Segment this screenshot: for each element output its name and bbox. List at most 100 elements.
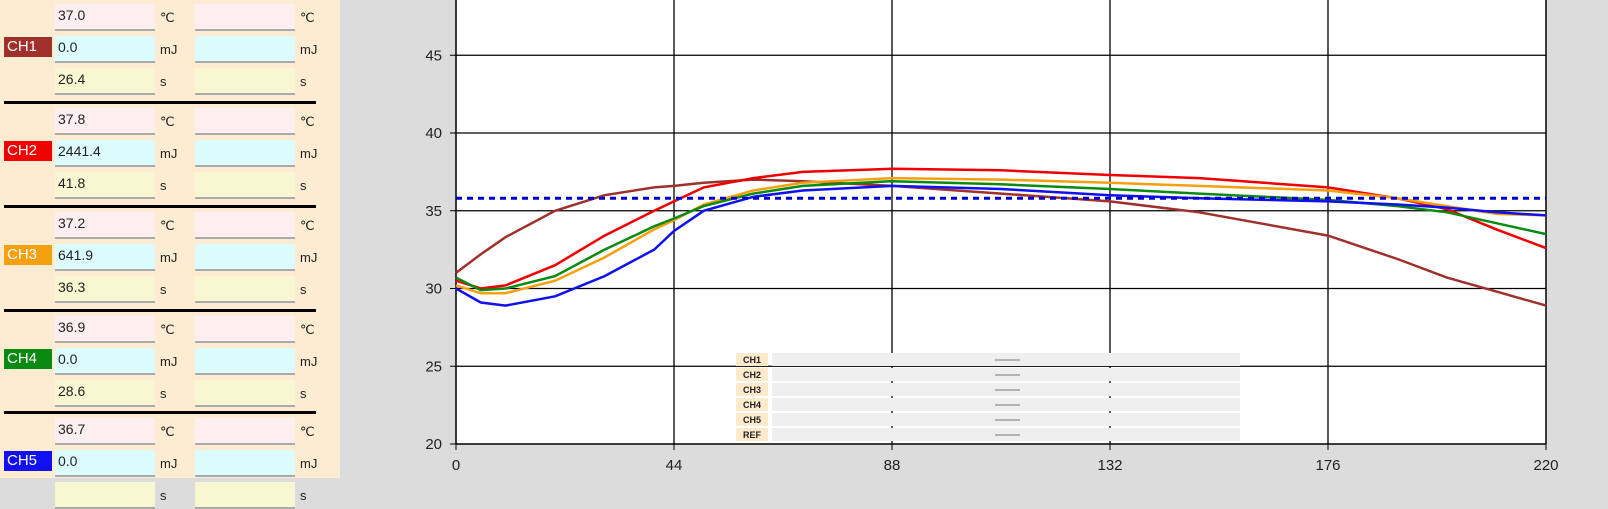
channel-1-energy-field[interactable]: 0.0 [55, 36, 155, 63]
channel-2-temp-field[interactable]: 37.8 [55, 108, 155, 135]
temperature-chart: 20 25 30 35 40 45 0 44 88 132 176 220 CH1 CH2 CH3 CH4 CH… [340, 0, 1608, 478]
channel-4-time-field[interactable]: 28.6 [55, 380, 155, 407]
channel-4-time-field-2[interactable] [195, 380, 295, 407]
unit-time-2: s [300, 282, 307, 297]
x-tick-label: 220 [1533, 457, 1558, 474]
channel-4-temp-field-2[interactable] [195, 316, 295, 343]
legend-label: CH4 [743, 400, 761, 410]
channel-1-time-field-2[interactable] [195, 68, 295, 95]
unit-temp-2: ℃ [300, 10, 315, 25]
channel-2-time-field[interactable]: 41.8 [55, 172, 155, 199]
unit-energy: mJ [160, 146, 178, 161]
unit-temp: ℃ [160, 322, 175, 337]
channel-1-temp-field-2[interactable] [195, 4, 295, 31]
channel-3-energy-field[interactable]: 641.9 [55, 244, 155, 271]
channel-5-energy-field[interactable]: 0.0 [55, 450, 155, 477]
unit-time: s [160, 178, 167, 193]
legend-label-bg [736, 398, 768, 411]
channel-label-ch5: CH5 [4, 451, 52, 471]
unit-energy-2: mJ [300, 146, 318, 161]
channel-divider [4, 411, 316, 414]
unit-energy-2: mJ [300, 354, 318, 369]
legend-label: CH3 [743, 385, 761, 395]
unit-temp-2: ℃ [300, 218, 315, 233]
series-ch4 [455, 179, 1547, 292]
x-tick-label: 88 [884, 457, 901, 474]
unit-time-2: s [300, 74, 307, 89]
series-ch1 [455, 178, 1547, 307]
channel-2-temp-field-2[interactable] [195, 108, 295, 135]
legend-label: CH1 [743, 355, 761, 365]
unit-energy: mJ [160, 354, 178, 369]
unit-time-2: s [300, 386, 307, 401]
unit-time: s [160, 386, 167, 401]
unit-temp-2: ℃ [300, 322, 315, 337]
x-tick-label: 44 [666, 457, 683, 474]
channel-3-temp-field[interactable]: 37.2 [55, 212, 155, 239]
legend-label: REF [743, 430, 762, 440]
unit-time: s [160, 488, 167, 503]
channel-panel: CH1 37.0 ℃ ℃ 0.0 mJ mJ 26.4 s s CH2 37.8 ℃ ℃ 2441.4 mJ m… [0, 0, 340, 509]
unit-energy-2: mJ [300, 42, 318, 57]
channel-5-energy-field-2[interactable] [195, 450, 295, 477]
channel-5-temp-field[interactable]: 36.7 [55, 418, 155, 445]
channel-divider [4, 309, 316, 312]
channel-5-time-field-2[interactable] [195, 482, 295, 509]
unit-energy: mJ [160, 42, 178, 57]
channel-1-time-field[interactable]: 26.4 [55, 68, 155, 95]
channel-2-time-field-2[interactable] [195, 172, 295, 199]
legend-label-bg [736, 353, 768, 366]
channel-4-energy-field-2[interactable] [195, 348, 295, 375]
unit-temp: ℃ [160, 10, 175, 25]
y-tick-label: 45 [425, 47, 442, 64]
channel-2-energy-field[interactable]: 2441.4 [55, 140, 155, 167]
unit-temp: ℃ [160, 424, 175, 439]
channel-1-temp-field[interactable]: 37.0 [55, 4, 155, 31]
unit-time: s [160, 282, 167, 297]
legend-label: CH2 [743, 370, 761, 380]
channel-5-temp-field-2[interactable] [195, 418, 295, 445]
channel-label-ch4: CH4 [4, 349, 52, 369]
legend: CH1 CH2 CH3 CH4 CH5 REF [736, 353, 1240, 441]
y-tick-label: 25 [425, 358, 442, 375]
channel-2-energy-field-2[interactable] [195, 140, 295, 167]
y-tick-label: 30 [425, 281, 442, 298]
channel-3-energy-field-2[interactable] [195, 244, 295, 271]
unit-temp: ℃ [160, 218, 175, 233]
legend-label-bg [736, 383, 768, 396]
channel-1-energy-field-2[interactable] [195, 36, 295, 63]
unit-time-2: s [300, 178, 307, 193]
channel-4-energy-field[interactable]: 0.0 [55, 348, 155, 375]
y-tick-label: 20 [425, 436, 442, 453]
unit-time: s [160, 74, 167, 89]
unit-temp-2: ℃ [300, 114, 315, 129]
legend-label: CH5 [743, 415, 761, 425]
unit-time-2: s [300, 488, 307, 503]
channel-label-ch3: CH3 [4, 245, 52, 265]
y-tick-label: 40 [425, 125, 442, 142]
unit-temp: ℃ [160, 114, 175, 129]
channel-3-temp-field-2[interactable] [195, 212, 295, 239]
unit-energy-2: mJ [300, 250, 318, 265]
channel-5-time-field[interactable] [55, 482, 155, 509]
channel-label-ch2: CH2 [4, 141, 52, 161]
unit-energy: mJ [160, 250, 178, 265]
y-tick-label: 35 [425, 203, 442, 220]
channel-3-time-field-2[interactable] [195, 276, 295, 303]
series-ch3 [455, 176, 1547, 295]
series-ch5 [455, 184, 1547, 307]
legend-label-bg [736, 428, 768, 441]
channel-3-time-field[interactable]: 36.3 [55, 276, 155, 303]
channel-label-ch1: CH1 [4, 37, 52, 57]
unit-energy: mJ [160, 456, 178, 471]
channel-4-temp-field[interactable]: 36.9 [55, 316, 155, 343]
unit-temp-2: ℃ [300, 424, 315, 439]
x-tick-label: 132 [1097, 457, 1122, 474]
x-tick-label: 176 [1315, 457, 1340, 474]
channel-divider [4, 205, 316, 208]
unit-energy-2: mJ [300, 456, 318, 471]
legend-label-bg [736, 413, 768, 426]
channel-divider [4, 101, 316, 104]
x-tick-label: 0 [452, 457, 460, 474]
